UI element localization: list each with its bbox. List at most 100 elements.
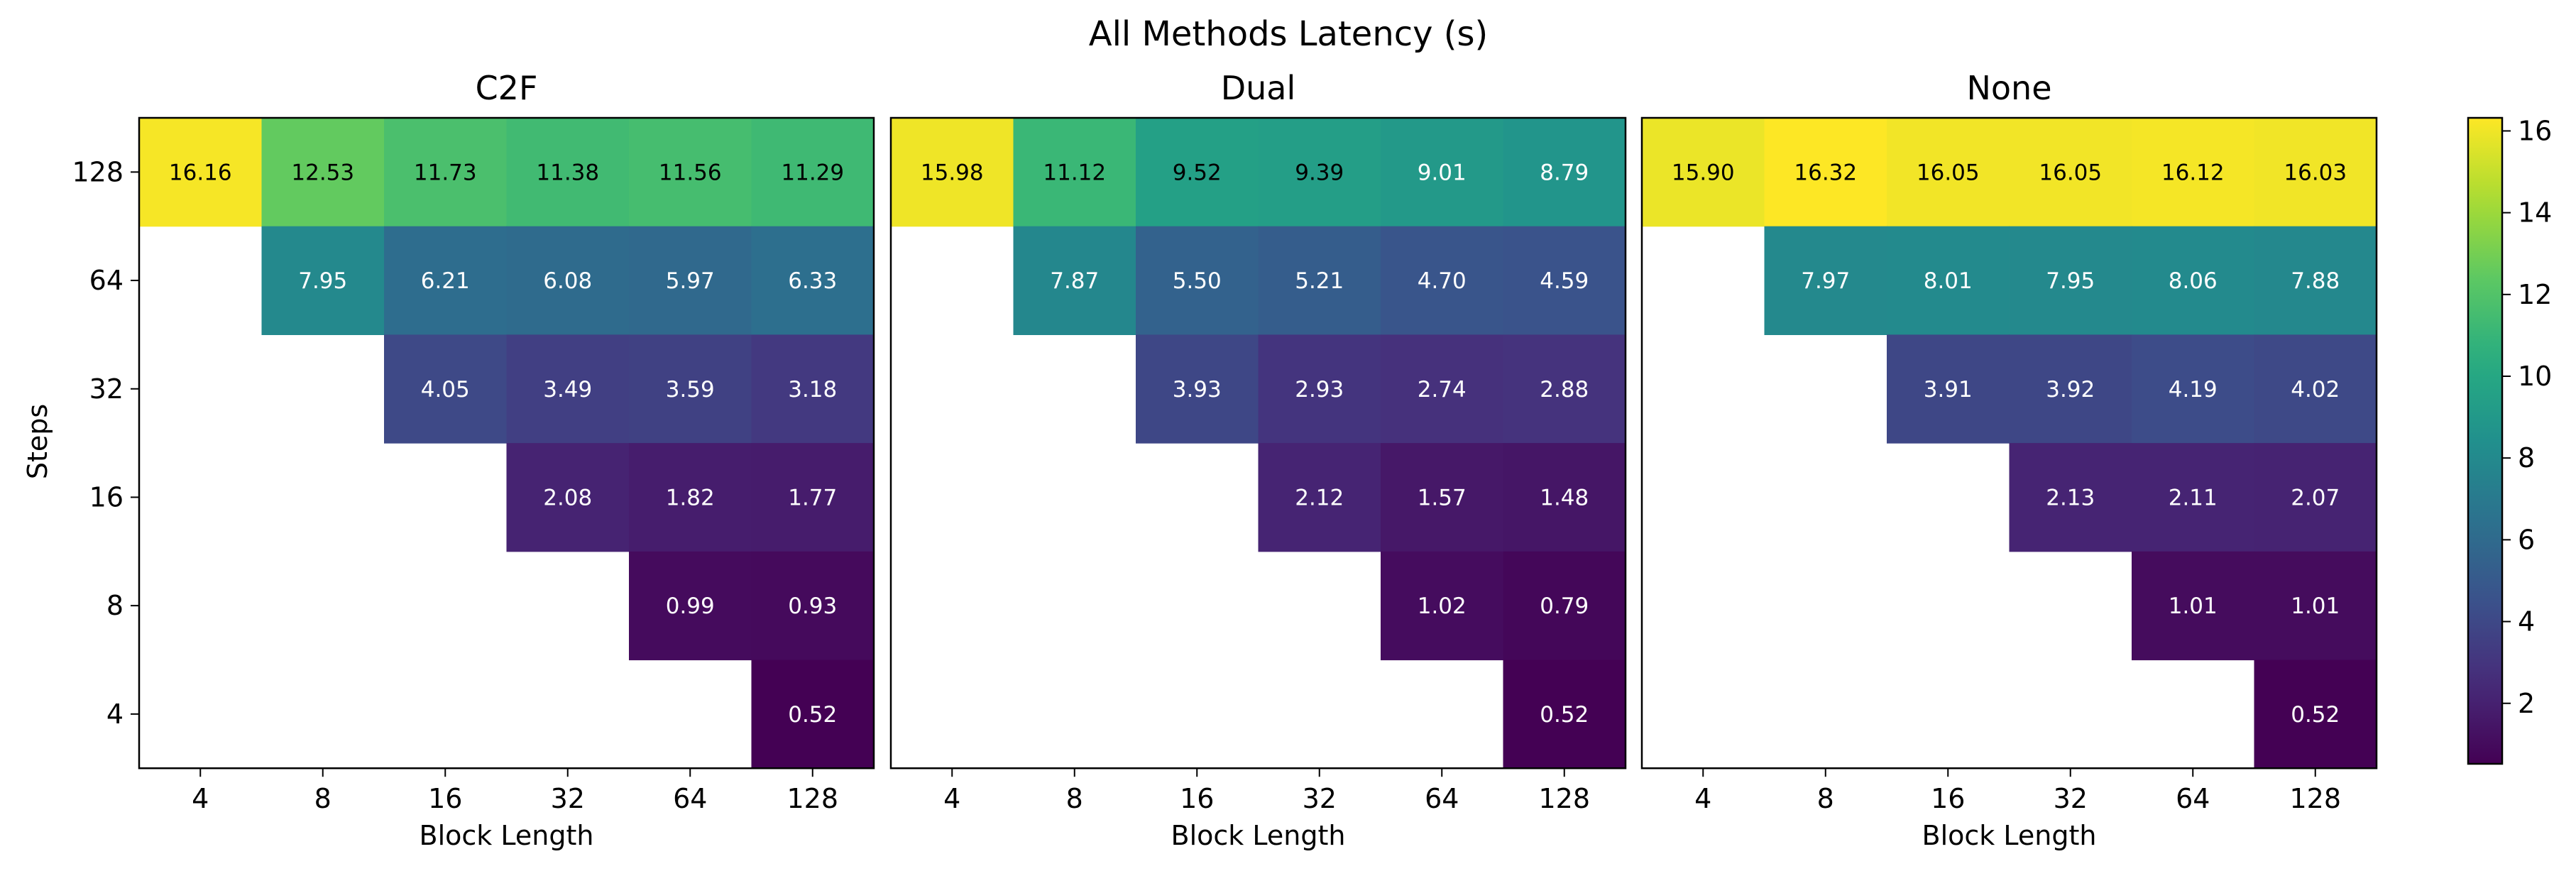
cell-value-label: 4.19 (2169, 377, 2218, 403)
heatmap-cell (751, 443, 875, 552)
heatmap-cell (2009, 443, 2132, 552)
heatmap-cell (2132, 226, 2255, 335)
colorbar-tick-label: 8 (2518, 442, 2535, 473)
y-tick-label: 16 (89, 481, 124, 513)
heatmap-cell (261, 226, 385, 335)
cell-value-label: 1.77 (788, 485, 837, 510)
cell-value-label: 3.59 (666, 377, 715, 403)
x-tick-label: 32 (2054, 783, 2088, 814)
heatmap-cell (1381, 443, 1504, 552)
heatmap-cell (751, 118, 875, 227)
cell-value-label: 11.38 (536, 160, 599, 185)
heatmap-cell (1503, 659, 1626, 769)
heatmap-cell (1381, 334, 1504, 444)
x-tick-label: 64 (673, 783, 707, 814)
cell-value-label: 11.12 (1043, 160, 1106, 185)
cell-value-label: 2.11 (2169, 485, 2218, 510)
heatmap-cell (1381, 551, 1504, 661)
heatmap-cell (891, 118, 1014, 227)
cell-value-label: 3.18 (788, 377, 837, 403)
cell-value-label: 7.88 (2291, 268, 2340, 294)
cell-value-label: 9.01 (1418, 160, 1467, 185)
cell-value-label: 1.57 (1418, 485, 1467, 510)
x-tick-label: 8 (314, 783, 331, 814)
heatmap-cell (1642, 118, 1765, 227)
heatmap-cell (1258, 226, 1381, 335)
cell-value-label: 8.06 (2169, 268, 2218, 294)
heatmap-cell (2254, 659, 2377, 769)
colorbar-tick-label: 10 (2518, 361, 2552, 392)
heatmap-cell (384, 118, 508, 227)
heatmap-cell (2132, 118, 2255, 227)
cell-value-label: 4.59 (1540, 268, 1589, 294)
x-tick-label: 8 (1066, 783, 1083, 814)
heatmap-cell (1503, 551, 1626, 661)
x-tick-label: 16 (1931, 783, 1965, 814)
x-tick-label: 32 (1303, 783, 1337, 814)
x-tick-label: 128 (2289, 783, 2341, 814)
heatmap-cell (2009, 226, 2132, 335)
cell-value-label: 8.01 (1924, 268, 1973, 294)
panel-title: C2F (476, 69, 538, 107)
cell-value-label: 15.90 (1672, 160, 1735, 185)
cell-value-label: 3.93 (1173, 377, 1222, 403)
panel-title: None (1966, 69, 2051, 107)
heatmap-cell (1136, 334, 1259, 444)
cell-value-label: 1.82 (666, 485, 715, 510)
heatmap-cell (506, 118, 630, 227)
heatmap-cell (2132, 334, 2255, 444)
panel-c2f: C2F 16.16 12.53 11.73 11.38 11.56 11.29 7.95 6.2… (72, 69, 875, 851)
heatmap-cell (2009, 334, 2132, 444)
x-tick-label: 4 (1694, 783, 1711, 814)
heatmap-cell (1013, 118, 1136, 227)
cell-value-label: 3.92 (2046, 377, 2095, 403)
heatmap-cell (629, 334, 752, 444)
y-tick-label: 128 (72, 156, 124, 187)
panel-none: None 15.90 16.32 16.05 16.05 16.12 16.03 7.97 8.… (1640, 69, 2378, 851)
cell-value-label: 16.05 (1917, 160, 1980, 185)
colorbar-tick-label: 16 (2518, 115, 2552, 146)
heatmap-cell (1136, 118, 1259, 227)
cell-value-label: 3.91 (1924, 377, 1973, 403)
x-tick-label: 32 (551, 783, 585, 814)
cell-value-label: 6.21 (421, 268, 470, 294)
heatmap-cell (1503, 443, 1626, 552)
cell-value-label: 2.93 (1295, 377, 1344, 403)
x-axis-label: Block Length (1922, 820, 2097, 851)
cell-value-label: 2.07 (2291, 485, 2340, 510)
heatmap-cell (2254, 226, 2377, 335)
cell-value-label: 7.97 (1801, 268, 1850, 294)
chart-title: All Methods Latency (s) (1089, 14, 1489, 54)
heatmap-cell (1013, 226, 1136, 335)
cell-value-label: 9.39 (1295, 160, 1344, 185)
heatmap-cell (506, 226, 630, 335)
panel-title: Dual (1221, 69, 1296, 107)
cell-value-label: 7.95 (2046, 268, 2095, 294)
cell-value-label: 15.98 (921, 160, 984, 185)
heatmap-cell (384, 334, 508, 444)
heatmap-cell (629, 226, 752, 335)
colorbar-tick-label: 14 (2518, 197, 2552, 229)
heatmap-cell (1887, 118, 2010, 227)
x-tick-label: 16 (428, 783, 462, 814)
cell-value-label: 7.87 (1050, 268, 1099, 294)
x-tick-label: 16 (1180, 783, 1214, 814)
cell-value-label: 0.52 (1540, 702, 1589, 728)
heatmap-cell (1258, 118, 1381, 227)
x-tick-label: 4 (943, 783, 960, 814)
heatmap-cell (1503, 226, 1626, 335)
heatmap-cell (1887, 334, 2010, 444)
y-tick-label: 4 (106, 699, 124, 730)
panel-frame (889, 116, 1627, 770)
cell-value-label: 2.13 (2046, 485, 2095, 510)
heatmap-cell (2009, 118, 2132, 227)
cell-value-label: 16.03 (2284, 160, 2347, 185)
cell-value-label: 4.05 (421, 377, 470, 403)
cell-value-label: 6.33 (788, 268, 837, 294)
heatmap-cell (629, 118, 752, 227)
cell-value-label: 6.08 (543, 268, 592, 294)
colorbar-tick-label: 4 (2518, 606, 2535, 637)
y-axis-label: Steps (22, 404, 53, 479)
heatmap-cell (1136, 226, 1259, 335)
heatmap-panels: C2F 16.16 12.53 11.73 11.38 11.56 11.29 7.95 6.2… (72, 69, 2378, 851)
